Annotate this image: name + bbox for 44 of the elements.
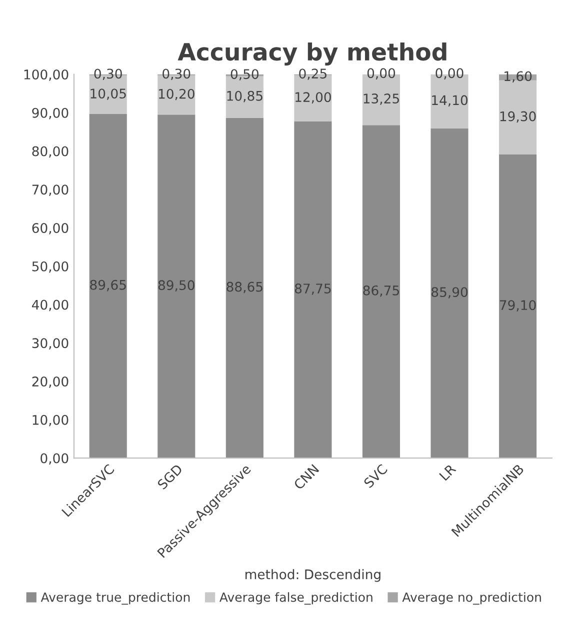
data-label: 0,30 bbox=[162, 68, 190, 80]
data-label: 10,05 bbox=[90, 88, 126, 100]
y-tick-label: 10,00 bbox=[32, 414, 68, 426]
bar bbox=[89, 114, 127, 458]
data-label: 79,10 bbox=[500, 300, 536, 312]
data-label: 10,85 bbox=[227, 90, 262, 102]
y-tick-label: 80,00 bbox=[32, 146, 68, 158]
data-label: 19,30 bbox=[500, 111, 536, 123]
y-tick-label: 90,00 bbox=[32, 108, 68, 120]
data-label: 89,65 bbox=[90, 280, 126, 292]
data-label: 14,10 bbox=[432, 95, 468, 107]
data-label: 13,25 bbox=[364, 94, 399, 105]
data-label: 0,00 bbox=[367, 68, 396, 80]
x-axis-title: method: Descending bbox=[246, 569, 380, 582]
data-label: 0,25 bbox=[299, 68, 326, 80]
bar bbox=[499, 154, 537, 458]
bar bbox=[294, 121, 332, 458]
data-label: 86,75 bbox=[363, 285, 399, 297]
legend-label: Average no_prediction bbox=[402, 592, 541, 605]
chart-title: Accuracy by method bbox=[178, 42, 446, 66]
data-label: 87,75 bbox=[294, 284, 331, 295]
bar bbox=[362, 125, 400, 458]
data-label: 89,50 bbox=[158, 280, 194, 292]
y-tick-label: 0,00 bbox=[40, 453, 68, 465]
y-tick-label: 30,00 bbox=[32, 338, 68, 350]
bar bbox=[430, 128, 468, 458]
data-label: 1,60 bbox=[504, 71, 532, 83]
y-tick-label: 20,00 bbox=[32, 376, 68, 388]
data-label: 10,20 bbox=[158, 88, 194, 100]
bar bbox=[226, 118, 264, 458]
data-label: 88,65 bbox=[226, 282, 262, 294]
y-tick-label: 70,00 bbox=[32, 184, 68, 196]
y-tick-label: 40,00 bbox=[32, 300, 68, 312]
y-tick-label: 50,00 bbox=[32, 261, 68, 273]
y-tick-label: 60,00 bbox=[32, 223, 68, 234]
data-label: 85,90 bbox=[432, 287, 468, 298]
data-label: 12,00 bbox=[296, 92, 331, 104]
data-label: 0,50 bbox=[230, 69, 258, 80]
bar bbox=[158, 114, 196, 458]
y-tick-label: 100,00 bbox=[24, 70, 68, 81]
legend-label: Average true_prediction bbox=[40, 592, 190, 605]
data-label: 0,30 bbox=[94, 68, 122, 80]
legend-label: Average false_prediction bbox=[220, 592, 372, 605]
data-label: 0,00 bbox=[436, 68, 464, 80]
